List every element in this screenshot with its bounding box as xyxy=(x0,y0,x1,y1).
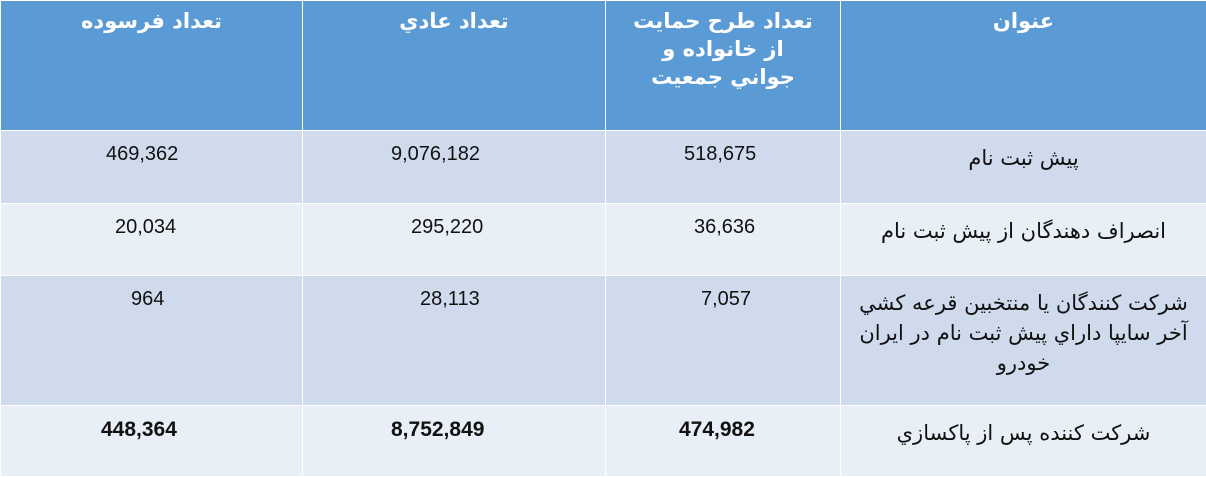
row-title: شركت كنندگان يا منتخبين قرعه كشي آخر ساي… xyxy=(841,276,1206,406)
header-regular: تعداد عادي xyxy=(303,1,606,131)
table-row: شركت كنندگان يا منتخبين قرعه كشي آخر ساي… xyxy=(1,276,1206,406)
worn-count: 20,034 xyxy=(1,204,303,276)
header-worn: تعداد فرسوده xyxy=(1,1,303,131)
table-row: انصراف دهندگان از پيش ثبت نام 36,636 295… xyxy=(1,204,1206,276)
regular-count: 9,076,182 xyxy=(303,131,606,204)
family-count: 518,675 xyxy=(606,131,841,204)
family-count: 7,057 xyxy=(606,276,841,406)
worn-count: 469,362 xyxy=(1,131,303,204)
header-title: عنوان xyxy=(841,1,1206,131)
row-title: شركت كننده پس از پاكسازي xyxy=(841,406,1206,477)
regular-count: 28,113 xyxy=(303,276,606,406)
family-count: 36,636 xyxy=(606,204,841,276)
regular-count: 295,220 xyxy=(303,204,606,276)
table-row: پيش ثبت نام 518,675 9,076,182 469,362 xyxy=(1,131,1206,204)
worn-count: 448,364 xyxy=(1,406,303,477)
header-family-plan: تعداد طرح حمايت از خانواده و جواني جمعيت xyxy=(606,1,841,131)
header-row: عنوان تعداد طرح حمايت از خانواده و جواني… xyxy=(1,1,1206,131)
table-row: شركت كننده پس از پاكسازي 474,982 8,752,8… xyxy=(1,406,1206,477)
worn-count: 964 xyxy=(1,276,303,406)
row-title: پيش ثبت نام xyxy=(841,131,1206,204)
regular-count: 8,752,849 xyxy=(303,406,606,477)
family-count: 474,982 xyxy=(606,406,841,477)
row-title: انصراف دهندگان از پيش ثبت نام xyxy=(841,204,1206,276)
